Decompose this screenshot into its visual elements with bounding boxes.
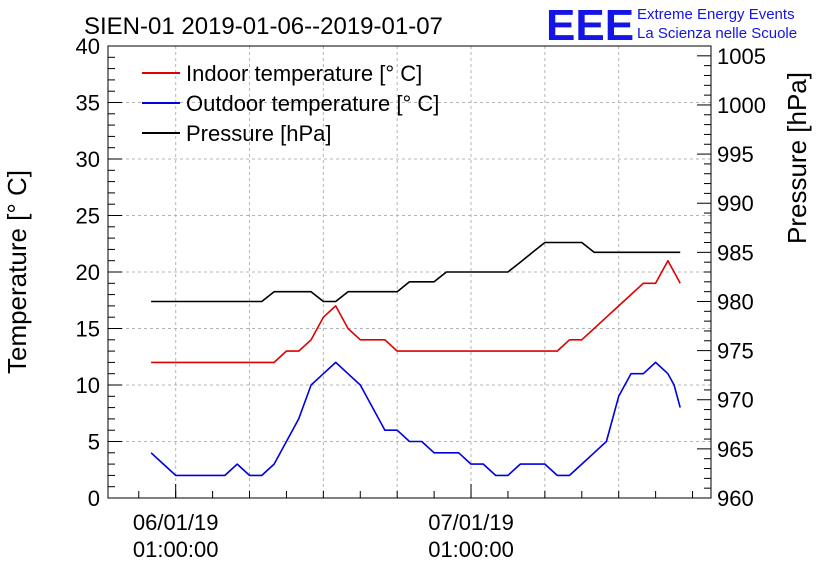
left-tick-label: 40 [76, 34, 100, 59]
x-tick-date: 06/01/19 [133, 510, 219, 535]
legend: Indoor temperature [° C] Outdoor tempera… [142, 61, 439, 146]
chart-title: SIEN-01 2019-01-06--2019-01-07 [84, 13, 443, 40]
pressure-line [151, 241, 681, 303]
left-tick-label: 10 [76, 373, 100, 398]
eee-logo-text: EEE [546, 1, 634, 50]
legend-indoor-label: Indoor temperature [° C] [186, 61, 422, 86]
left-axis: 0 5 10 15 20 25 30 35 40 [76, 34, 122, 511]
x-tick-time: 01:00:00 [133, 537, 219, 562]
right-tick-label: 985 [717, 240, 754, 265]
right-tick-label: 1000 [717, 93, 766, 118]
right-tick-label: 1005 [717, 44, 766, 69]
series-lines [150, 241, 681, 477]
right-tick-label: 995 [717, 142, 754, 167]
legend-outdoor-label: Outdoor temperature [° C] [186, 91, 439, 116]
outdoor-temperature-line [150, 361, 681, 477]
left-tick-label: 35 [76, 91, 100, 116]
left-tick-label: 20 [76, 260, 100, 285]
left-tick-label: 5 [88, 430, 100, 455]
indoor-temperature-line [151, 259, 681, 364]
x-tick-time: 01:00:00 [428, 537, 514, 562]
right-tick-label: 975 [717, 339, 754, 364]
left-tick-label: 0 [88, 486, 100, 511]
left-tick-label: 15 [76, 317, 100, 342]
legend-pressure-label: Pressure [hPa] [186, 121, 332, 146]
left-tick-label: 30 [76, 147, 100, 172]
right-axis-label: Pressure [hPa] [782, 72, 812, 244]
right-tick-label: 970 [717, 388, 754, 413]
right-tick-label: 960 [717, 486, 754, 511]
left-tick-label: 25 [76, 204, 100, 229]
eee-logo-line2: La Scienza nelle Scuole [637, 25, 797, 42]
eee-logo: EEE Extreme Energy Events La Scienza nel… [546, 1, 797, 50]
right-tick-label: 965 [717, 437, 754, 462]
right-axis: 960 965 970 975 980 985 990 995 1000 1005 [697, 44, 766, 511]
left-axis-label: Temperature [° C] [2, 170, 32, 374]
right-tick-label: 980 [717, 289, 754, 314]
eee-logo-line1: Extreme Energy Events [637, 6, 795, 23]
right-tick-label: 990 [717, 191, 754, 216]
x-tick-date: 07/01/19 [428, 510, 514, 535]
